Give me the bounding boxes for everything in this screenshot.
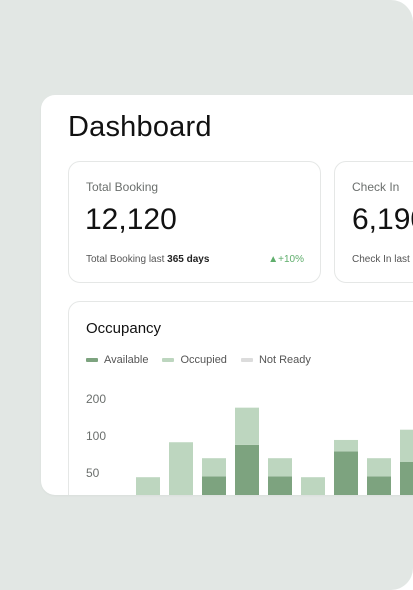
legend-item-occupied[interactable]: Occupied [162,354,227,366]
legend-label: Occupied [180,354,227,366]
bar-occupied[interactable] [367,458,391,477]
legend-swatch [162,358,175,362]
bar-available[interactable] [235,444,259,495]
bar-occupied[interactable] [235,407,259,445]
bar-available[interactable] [334,451,358,495]
chart-legend: Available Occupied Not Ready [86,354,311,366]
card-footnote: Check In last [352,254,410,265]
page-title: Dashboard [68,111,212,143]
bar-available[interactable] [400,462,413,495]
bar-available[interactable] [367,476,391,495]
occupancy-card: Occupancy Available Occupied Not Ready 2… [68,301,413,495]
y-tick-label: 200 [86,392,106,406]
card-footnote: Total Booking last 365 days [86,254,209,265]
legend-label: Not Ready [258,354,311,366]
occupancy-chart: 200 100 50 [86,392,413,495]
occupancy-title: Occupancy [86,320,162,337]
legend-swatch [240,358,253,362]
bar-available[interactable] [202,476,226,495]
bar-occupied[interactable] [268,458,292,477]
card-label: Total Booking [86,180,159,194]
card-footnote-period: 365 days [167,254,210,265]
card-value: 12,120 [85,203,177,236]
legend-label: Available [104,354,149,366]
legend-swatch [86,358,98,362]
y-tick-label: 100 [86,429,106,443]
card-value: 6,190 [352,203,413,236]
bar-occupied[interactable] [136,477,160,495]
legend-item-available[interactable]: Available [86,354,148,366]
bar-occupied[interactable] [301,477,325,495]
bar-available[interactable] [268,476,292,495]
total-booking-card[interactable]: Total Booking 12,120 Total Booking last … [68,161,321,283]
card-footnote-prefix: Total Booking last [86,254,168,265]
dashboard-panel: Dashboard Total Booking 12,120 Total Boo… [41,95,413,495]
check-in-card[interactable]: Check In 6,190 Check In last [334,161,413,283]
bar-occupied[interactable] [400,429,413,462]
bar-occupied[interactable] [169,442,193,495]
bar-occupied[interactable] [202,458,226,477]
card-label: Check In [352,180,400,194]
legend-item-not-ready[interactable]: Not Ready [240,354,311,366]
y-tick-label: 50 [86,466,100,480]
trend-badge: ▲+10% [268,254,304,265]
card-footnote-prefix: Check In last [352,254,410,265]
bar-occupied[interactable] [334,439,358,452]
